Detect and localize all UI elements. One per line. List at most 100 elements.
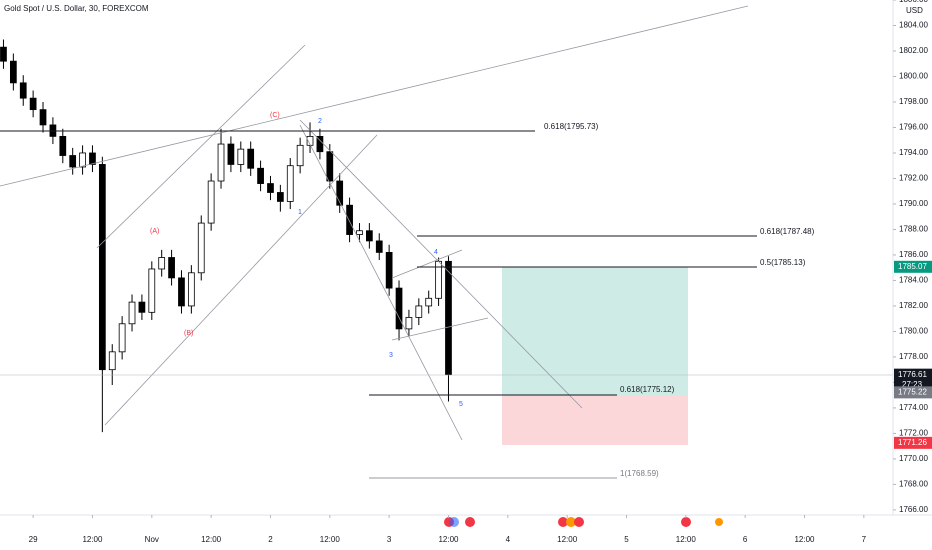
candle-body xyxy=(29,97,37,111)
y-tick-label: 1796.00 xyxy=(899,123,928,132)
y-tick-label: 1770.00 xyxy=(899,454,928,463)
channel-line xyxy=(299,119,583,409)
price-tag-label: 1785.07 xyxy=(898,262,927,271)
price-tag xyxy=(894,386,932,399)
x-tick-label: Nov xyxy=(145,535,159,544)
y-tick-label: 1798.00 xyxy=(899,97,928,106)
currency: USD xyxy=(906,6,923,15)
channel-line xyxy=(391,317,489,341)
candle-body xyxy=(286,165,294,202)
x-tick-label: 29 xyxy=(29,535,38,544)
candle-body xyxy=(168,257,175,279)
event-icon xyxy=(574,517,584,527)
candle-body xyxy=(257,167,264,184)
candle-body xyxy=(138,301,146,313)
candle-body xyxy=(415,305,423,318)
candle-body xyxy=(296,144,304,167)
event-icons xyxy=(444,517,723,527)
event-icon xyxy=(681,517,691,527)
candle-body xyxy=(19,82,27,99)
channel-line xyxy=(96,44,306,249)
target-zone xyxy=(502,267,688,395)
event-icon xyxy=(449,517,459,527)
candle-body xyxy=(39,109,47,126)
x-tick-label: 12:00 xyxy=(438,535,459,544)
price-tag-label: 1771.26 xyxy=(898,438,927,447)
x-tick-label: 7 xyxy=(862,535,867,544)
channel-line xyxy=(104,134,378,426)
fib-label: 0.5(1785.13) xyxy=(760,258,806,267)
candle-body xyxy=(89,152,96,165)
y-tick-label: 1780.00 xyxy=(899,327,928,336)
wave-label: 2 xyxy=(318,118,322,125)
candle-body xyxy=(237,148,245,165)
candle-body xyxy=(445,260,452,376)
price-tag xyxy=(894,368,932,391)
x-tick-label: 2 xyxy=(268,535,273,544)
event-icon xyxy=(558,517,568,527)
x-tick-label: 12:00 xyxy=(320,535,341,544)
stop-zone xyxy=(502,395,688,445)
y-tick-label: 1768.00 xyxy=(899,480,928,489)
wave-label: (C) xyxy=(270,112,280,119)
y-tick-label: 1792.00 xyxy=(899,174,928,183)
x-tick-label: 12:00 xyxy=(557,535,578,544)
candle-body xyxy=(356,230,363,235)
event-icon xyxy=(715,518,723,526)
candle-body xyxy=(395,287,403,330)
y-tick-label: 1784.00 xyxy=(899,276,928,285)
candle-body xyxy=(227,143,235,165)
candle-body xyxy=(267,183,274,193)
channel-line xyxy=(391,249,463,279)
y-tick-label: 1806.00 xyxy=(899,0,928,4)
chart-title: Gold Spot / U.S. Dollar, 30, FOREXCOM xyxy=(4,4,149,13)
wave-label: 5 xyxy=(459,401,463,408)
y-tick-label: 1782.00 xyxy=(899,301,928,310)
candle-body xyxy=(158,257,166,270)
wave-label: (B) xyxy=(184,330,193,337)
candle-body xyxy=(207,180,215,224)
candle-body xyxy=(375,240,383,253)
y-tick-label: 1800.00 xyxy=(899,72,928,81)
fib-label: 0.618(1787.48) xyxy=(760,227,815,236)
candle-body xyxy=(79,152,86,168)
candle-body xyxy=(316,135,324,153)
x-tick-label: 4 xyxy=(506,535,511,544)
wave-label: 1 xyxy=(298,209,302,216)
y-tick-label: 1794.00 xyxy=(899,148,928,157)
y-tick-label: 1802.00 xyxy=(899,46,928,55)
x-tick-label: 12:00 xyxy=(794,535,815,544)
x-tick-label: 5 xyxy=(624,535,629,544)
y-tick-label: 1772.00 xyxy=(899,429,928,438)
candle-body xyxy=(128,301,136,325)
candle-body xyxy=(0,46,7,62)
candle-body xyxy=(178,277,185,307)
y-tick-label: 1774.00 xyxy=(899,403,928,412)
fib-label: 0.618(1795.73) xyxy=(544,122,599,131)
candle-body xyxy=(108,351,116,371)
candle-body xyxy=(187,272,195,307)
candle-body xyxy=(405,317,413,330)
candle-body xyxy=(217,143,225,182)
y-tick-label: 1786.00 xyxy=(899,250,928,259)
candle-body xyxy=(365,230,373,242)
candle-body xyxy=(276,192,284,202)
candle-body xyxy=(98,164,106,371)
y-tick-label: 1790.00 xyxy=(899,199,928,208)
wave-label: (A) xyxy=(150,228,159,235)
x-tick-label: 3 xyxy=(387,535,392,544)
y-tick-label: 1788.00 xyxy=(899,225,928,234)
candle-body xyxy=(336,180,344,206)
x-tick-label: 6 xyxy=(743,535,748,544)
candle-body xyxy=(9,60,17,84)
candle-body xyxy=(425,297,433,307)
candle-body xyxy=(148,268,156,313)
x-tick-label: 12:00 xyxy=(201,535,222,544)
event-icon xyxy=(566,517,576,527)
price-tag-label: 1776.61 xyxy=(898,370,927,379)
fib-label: 0.618(1775.12) xyxy=(620,385,675,394)
wave-label: 4 xyxy=(434,249,438,256)
candle-body xyxy=(247,148,255,169)
